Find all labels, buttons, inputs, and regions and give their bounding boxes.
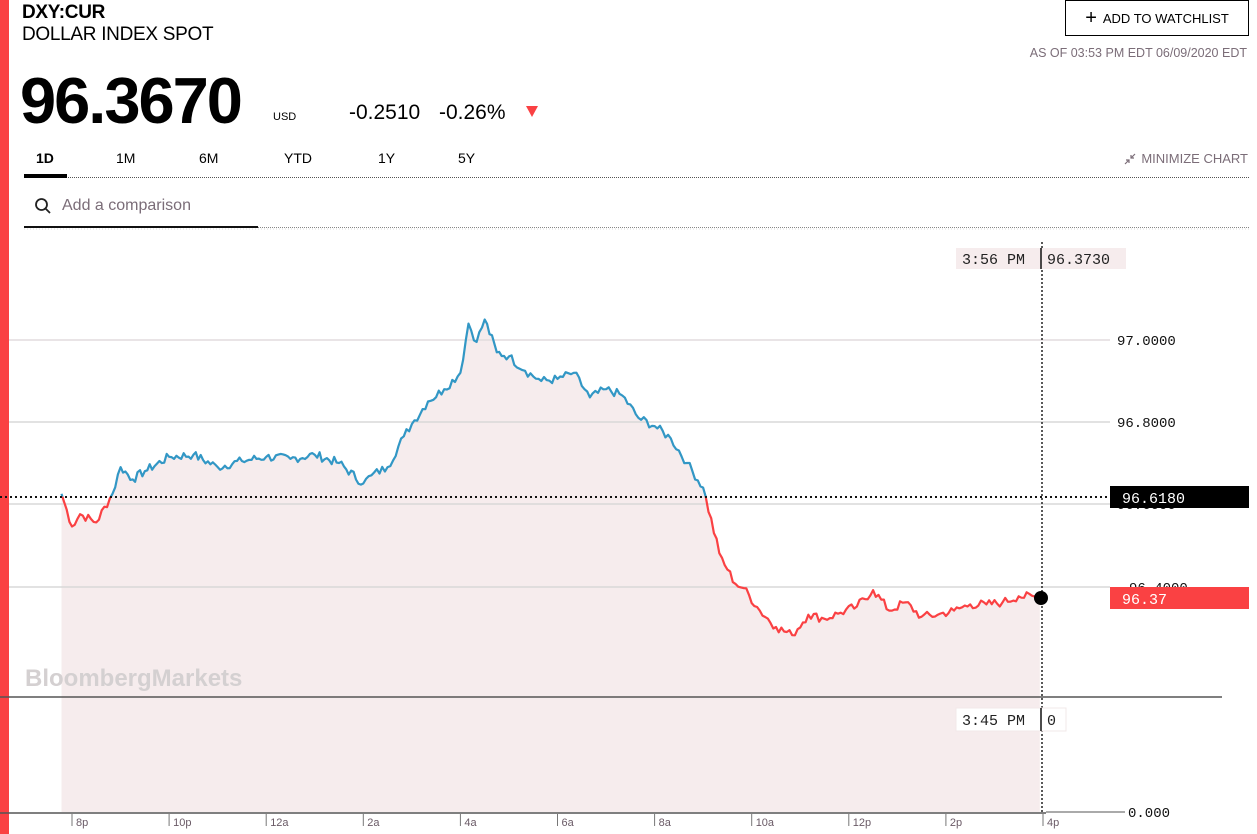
crosshair-bottom-value: 0 bbox=[1047, 713, 1056, 730]
comparison-divider bbox=[258, 227, 1249, 228]
last-value-label: 96.37 bbox=[1122, 592, 1167, 609]
crosshair-bottom-time: 3:45 PM bbox=[962, 713, 1025, 730]
tab-6m[interactable]: 6M bbox=[199, 150, 219, 166]
x-tick-label: 12p bbox=[853, 817, 871, 829]
x-tick-label: 2p bbox=[950, 817, 962, 829]
x-tick-label: 2a bbox=[367, 817, 380, 829]
y-tick-96-8: 96.8000 bbox=[1117, 416, 1176, 432]
net-change: -0.2510 bbox=[349, 101, 421, 124]
tab-5y[interactable]: 5Y bbox=[458, 150, 476, 166]
crosshair-top-time: 3:56 PM bbox=[962, 252, 1025, 269]
tab-1d[interactable]: 1D bbox=[36, 150, 54, 166]
watermark: BloombergMarkets bbox=[25, 665, 242, 692]
x-axis-ticks: 8p 10p 12a 2a 4a 6a 8a 10a 12p 2p 4p bbox=[71, 814, 1059, 829]
tab-ytd[interactable]: YTD bbox=[284, 150, 312, 166]
currency-label: USD bbox=[273, 111, 297, 123]
x-tick-label: 4p bbox=[1047, 817, 1059, 829]
comparison-search-input[interactable]: Add a comparison bbox=[24, 186, 258, 228]
add-to-watchlist-button[interactable]: + ADD TO WATCHLIST bbox=[1065, 0, 1249, 36]
y-gridlines bbox=[9, 339, 1110, 588]
price-line-above-close bbox=[60, 318, 707, 497]
ticker-symbol: DXY:CUR bbox=[22, 2, 106, 23]
last-value-badge bbox=[1110, 587, 1249, 609]
timeframe-tabs: 1D 1M 6M YTD 1Y 5Y bbox=[24, 145, 1249, 178]
last-price: 96.3670 bbox=[20, 64, 243, 137]
active-tab-indicator bbox=[24, 174, 67, 178]
x-tick-label: 4a bbox=[464, 817, 477, 829]
tab-1m[interactable]: 1M bbox=[116, 150, 136, 166]
minimize-chart-label: MINIMIZE CHART bbox=[1141, 151, 1248, 166]
price-line-below-close bbox=[61, 496, 1041, 637]
x-tick-label: 6a bbox=[562, 817, 575, 829]
previous-close-badge bbox=[1110, 486, 1249, 508]
x-tick-label: 8a bbox=[659, 817, 672, 829]
area-fill bbox=[61, 319, 1040, 812]
y-tick-97: 97.0000 bbox=[1117, 334, 1176, 350]
accent-sidebar-bar bbox=[0, 0, 9, 834]
crosshair-point bbox=[1034, 591, 1048, 605]
percent-change: -0.26% bbox=[439, 101, 506, 124]
crosshair-top-value: 96.3730 bbox=[1047, 252, 1110, 269]
x-tick-label: 8p bbox=[76, 817, 88, 829]
watchlist-label: ADD TO WATCHLIST bbox=[1102, 10, 1229, 26]
plus-icon: + bbox=[1085, 7, 1097, 29]
minimize-arrows-icon bbox=[1124, 153, 1136, 164]
as-of-timestamp: AS OF 03:53 PM EDT 06/09/2020 EDT bbox=[1029, 46, 1247, 60]
lower-y-tick-zero: 0.000 bbox=[1128, 806, 1170, 822]
x-tick-label: 10a bbox=[756, 817, 775, 829]
tab-1y[interactable]: 1Y bbox=[378, 150, 396, 166]
x-tick-label: 10p bbox=[173, 817, 191, 829]
previous-close-label: 96.6180 bbox=[1122, 491, 1185, 508]
security-name: DOLLAR INDEX SPOT bbox=[22, 24, 214, 45]
minimize-chart-button[interactable]: MINIMIZE CHART bbox=[1123, 151, 1248, 166]
down-triangle-icon bbox=[526, 106, 538, 117]
comparison-placeholder: Add a comparison bbox=[62, 197, 191, 214]
search-icon bbox=[35, 198, 51, 214]
x-tick-label: 12a bbox=[270, 817, 289, 829]
